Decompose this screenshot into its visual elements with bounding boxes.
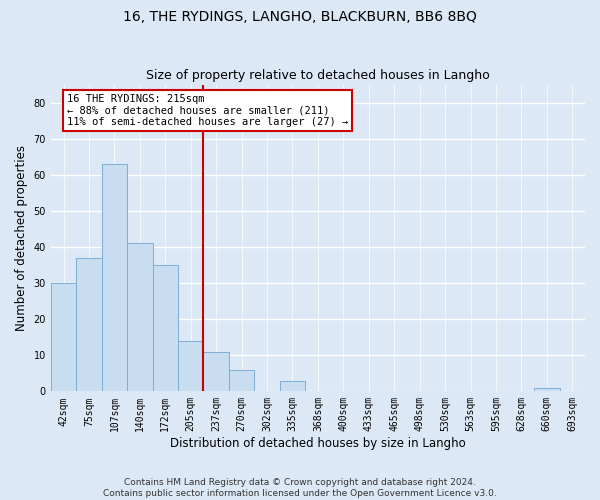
Text: 16, THE RYDINGS, LANGHO, BLACKBURN, BB6 8BQ: 16, THE RYDINGS, LANGHO, BLACKBURN, BB6 … [123, 10, 477, 24]
Bar [152, 265, 178, 392]
Y-axis label: Number of detached properties: Number of detached properties [15, 145, 28, 331]
X-axis label: Distribution of detached houses by size in Langho: Distribution of detached houses by size … [170, 437, 466, 450]
Bar [178, 341, 203, 392]
Bar [203, 352, 229, 392]
Bar [76, 258, 101, 392]
Title: Size of property relative to detached houses in Langho: Size of property relative to detached ho… [146, 69, 490, 82]
Bar [534, 388, 560, 392]
Bar [229, 370, 254, 392]
Text: Contains HM Land Registry data © Crown copyright and database right 2024.
Contai: Contains HM Land Registry data © Crown c… [103, 478, 497, 498]
Bar [101, 164, 127, 392]
Text: 16 THE RYDINGS: 215sqm
← 88% of detached houses are smaller (211)
11% of semi-de: 16 THE RYDINGS: 215sqm ← 88% of detached… [67, 94, 348, 127]
Bar [51, 283, 76, 392]
Bar [280, 380, 305, 392]
Bar [127, 244, 152, 392]
